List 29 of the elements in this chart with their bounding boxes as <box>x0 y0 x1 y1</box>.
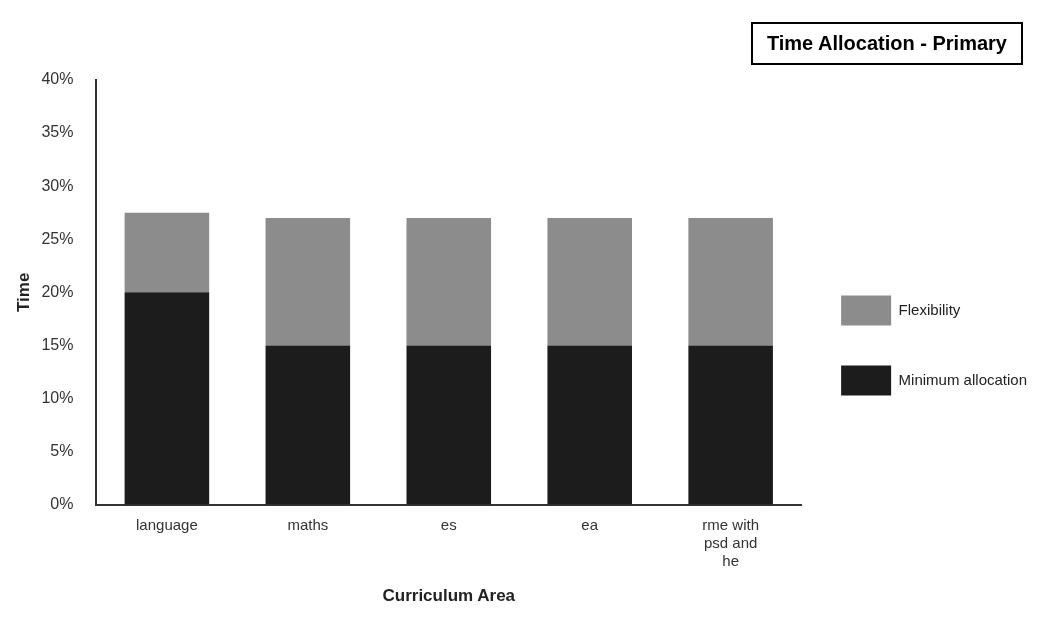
bar <box>265 345 351 505</box>
y-tick-label: 20% <box>41 282 74 300</box>
legend-label: Minimum allocation <box>898 370 1028 388</box>
y-tick-label: 25% <box>41 229 74 247</box>
legend-label: Flexibility <box>898 300 961 318</box>
bar <box>547 218 632 346</box>
y-tick-label: 0% <box>50 495 74 513</box>
y-tick-label: 15% <box>41 335 74 353</box>
y-tick-label: 10% <box>41 388 74 406</box>
bar <box>547 345 632 505</box>
bar <box>406 345 492 505</box>
y-tick-label: 40% <box>41 70 74 88</box>
bar <box>124 292 210 505</box>
y-tick-label: 35% <box>41 123 74 141</box>
y-axis-title: Time <box>13 272 33 312</box>
text: Time Allocation - Primary <box>750 22 1023 65</box>
bar <box>688 218 773 346</box>
x-tick-label: language <box>136 515 198 533</box>
x-tick-label: es <box>440 515 457 533</box>
x-tick-label: maths <box>287 515 329 533</box>
bar <box>688 345 773 505</box>
bar <box>265 218 351 346</box>
y-tick-label: 30% <box>41 176 74 194</box>
bar <box>406 218 492 346</box>
x-axis-title: Curriculum Area <box>382 586 516 606</box>
y-tick-label: 5% <box>50 441 74 459</box>
bar <box>124 212 210 293</box>
x-tick-label: ea <box>581 515 599 533</box>
x-tick-label: rme with psd and he <box>702 515 759 569</box>
